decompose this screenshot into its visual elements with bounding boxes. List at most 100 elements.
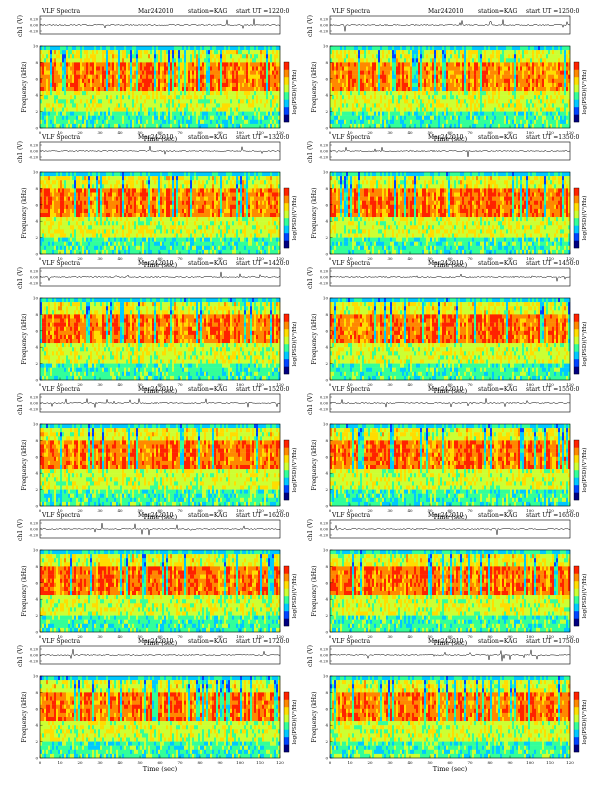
panel-start-time: start UT =1420:0 [236,260,290,267]
trace-ylabel: ch1 (V) [307,645,314,667]
y-tick-label: 2 [325,487,328,492]
spectrogram-image [330,424,570,506]
x-tick-label: 100 [236,760,244,765]
y-tick-label: 4 [325,219,328,224]
trace-tick-label: 0.00 [320,654,329,658]
colorbar [574,62,579,122]
panel-date: Mar242010 [138,512,174,519]
panel-date: Mar242010 [138,638,174,645]
panel-date: Mar242010 [428,638,464,645]
spectrogram-image [40,550,280,632]
trace-tick-label: 0.20 [30,270,39,274]
trace-tick-label: 0.20 [320,144,329,148]
colorbar [574,692,579,752]
x-tick-label: 40 [117,130,123,135]
colorbar [574,440,579,500]
y-tick-label: 10 [323,44,329,49]
y-tick-label: 6 [325,454,328,459]
panel-start-time: start UT =1550:0 [526,386,580,393]
panel-date: Mar242010 [428,8,464,15]
x-tick-label: 40 [407,256,413,261]
panel-header-label: VLF Spectra [331,8,371,15]
trace-tick-label: 0.20 [320,396,329,400]
y-axis-label: Frequency (kHz) [311,61,318,112]
x-tick-label: 80 [197,760,203,765]
panel-start-time: start UT =1320:0 [236,134,290,141]
y-tick-label: 2 [325,361,328,366]
panel-header-label: VLF Spectra [41,512,81,519]
x-tick-label: 120 [276,760,284,765]
x-tick-label: 40 [117,382,123,387]
trace-tick-label: 0.00 [320,276,329,280]
y-tick-label: 6 [35,580,38,585]
y-tick-label: 4 [35,93,38,98]
trace-tick-label: 0.20 [30,522,39,526]
y-tick-label: 10 [33,674,39,679]
y-tick-label: 10 [33,296,39,301]
x-tick-label: 70 [177,130,183,135]
trace-ylabel: ch1 (V) [307,141,314,163]
x-tick-label: 20 [77,760,83,765]
x-tick-label: 30 [97,508,103,513]
trace-frame [40,394,280,412]
trace-tick-label: 0.20 [320,18,329,22]
colorbar-label: log(PSD)(V²/Hz) [291,574,298,619]
x-tick-label: 30 [97,760,103,765]
x-tick-label: 70 [177,634,183,639]
colorbar-label: log(PSD)(V²/Hz) [581,196,588,241]
colorbar [284,440,289,500]
x-tick-label: 70 [467,382,473,387]
colorbar [284,566,289,626]
panel-date: Mar242010 [428,260,464,267]
y-tick-label: 4 [35,471,38,476]
x-tick-label: 80 [487,760,493,765]
y-tick-label: 8 [35,690,38,695]
y-axis-label: Frequency (kHz) [21,313,28,364]
x-tick-label: 30 [387,256,393,261]
y-tick-label: 4 [325,723,328,728]
colorbar-label: log(PSD)(V²/Hz) [291,196,298,241]
y-tick-label: 8 [325,186,328,191]
trace-tick-label: 0.00 [30,24,39,28]
y-tick-label: 6 [325,580,328,585]
panel-header-label: VLF Spectra [331,260,371,267]
x-tick-label: 70 [177,256,183,261]
spectrogram-image [330,172,570,254]
x-tick-label: 40 [117,634,123,639]
y-tick-label: 6 [35,328,38,333]
y-tick-label: 2 [35,739,38,744]
y-tick-label: 10 [323,422,329,427]
y-tick-label: 4 [325,597,328,602]
panel-station: station=KAG [478,134,517,141]
y-tick-label: 4 [325,93,328,98]
y-tick-label: 10 [323,674,329,679]
y-tick-label: 4 [35,219,38,224]
x-tick-label: 90 [217,760,223,765]
colorbar-label: log(PSD)(V²/Hz) [581,70,588,115]
colorbar-label: log(PSD)(V²/Hz) [581,448,588,493]
y-tick-label: 10 [33,170,39,175]
y-tick-label: 6 [325,706,328,711]
panel-start-time: start UT =1220:0 [236,8,290,15]
panel-header-label: VLF Spectra [331,638,371,645]
panel-station: station=KAG [188,638,227,645]
panel-start-time: start UT =1520:0 [236,386,290,393]
panel-header-label: VLF Spectra [41,638,81,645]
colorbar-label: log(PSD)(V²/Hz) [291,700,298,745]
trace-tick-label: -0.20 [319,660,329,664]
panel-date: Mar242010 [428,386,464,393]
trace-tick-label: 0.20 [30,648,39,652]
panel-start-time: start UT =1350:0 [526,134,580,141]
y-tick-label: 4 [325,345,328,350]
trace-tick-label: -0.20 [29,30,39,34]
trace-ylabel: ch1 (V) [17,645,24,667]
x-tick-label: 30 [97,130,103,135]
x-tick-label: 0 [39,760,42,765]
panel-station: station=KAG [188,260,227,267]
panel-start-time: start UT =1750:0 [526,638,580,645]
